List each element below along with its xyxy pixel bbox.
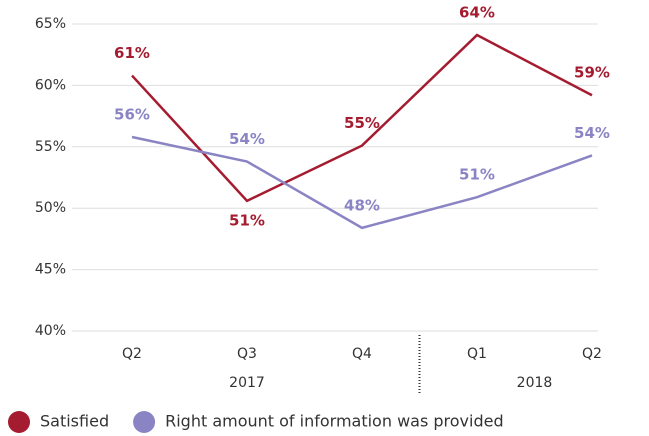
- series-line: [131, 33, 593, 203]
- value-label: 59%: [574, 64, 610, 82]
- y-tick-label: 45%: [35, 262, 66, 278]
- value-label: 55%: [344, 114, 380, 132]
- value-label: 54%: [229, 130, 265, 148]
- value-label: 54%: [574, 124, 610, 142]
- y-tick-label: 50%: [35, 200, 66, 216]
- value-label: 51%: [229, 211, 265, 229]
- value-label: 61%: [114, 44, 150, 62]
- y-tick-label: 40%: [35, 323, 66, 339]
- legend-swatch: [133, 411, 156, 433]
- x-tick-label: Q3: [237, 346, 257, 362]
- legend-swatch: [8, 411, 30, 433]
- legend-label: Right amount of information was provided: [165, 412, 504, 431]
- series-line: [131, 135, 593, 230]
- x-group-label: 2018: [517, 375, 553, 391]
- value-label: 51%: [459, 166, 495, 184]
- y-tick-label: 65%: [35, 16, 66, 32]
- value-label: 64%: [459, 4, 495, 22]
- y-tick-label: 55%: [35, 139, 66, 155]
- x-tick-label: Q2: [122, 346, 142, 362]
- x-tick-label: Q2: [582, 346, 602, 362]
- x-tick-label: Q1: [467, 346, 487, 362]
- legend-label: Satisfied: [40, 412, 109, 431]
- value-label: 56%: [114, 105, 150, 123]
- y-tick-label: 60%: [35, 77, 66, 93]
- x-group-label: 2017: [229, 375, 265, 391]
- x-tick-label: Q4: [352, 346, 372, 362]
- value-label: 48%: [344, 196, 380, 214]
